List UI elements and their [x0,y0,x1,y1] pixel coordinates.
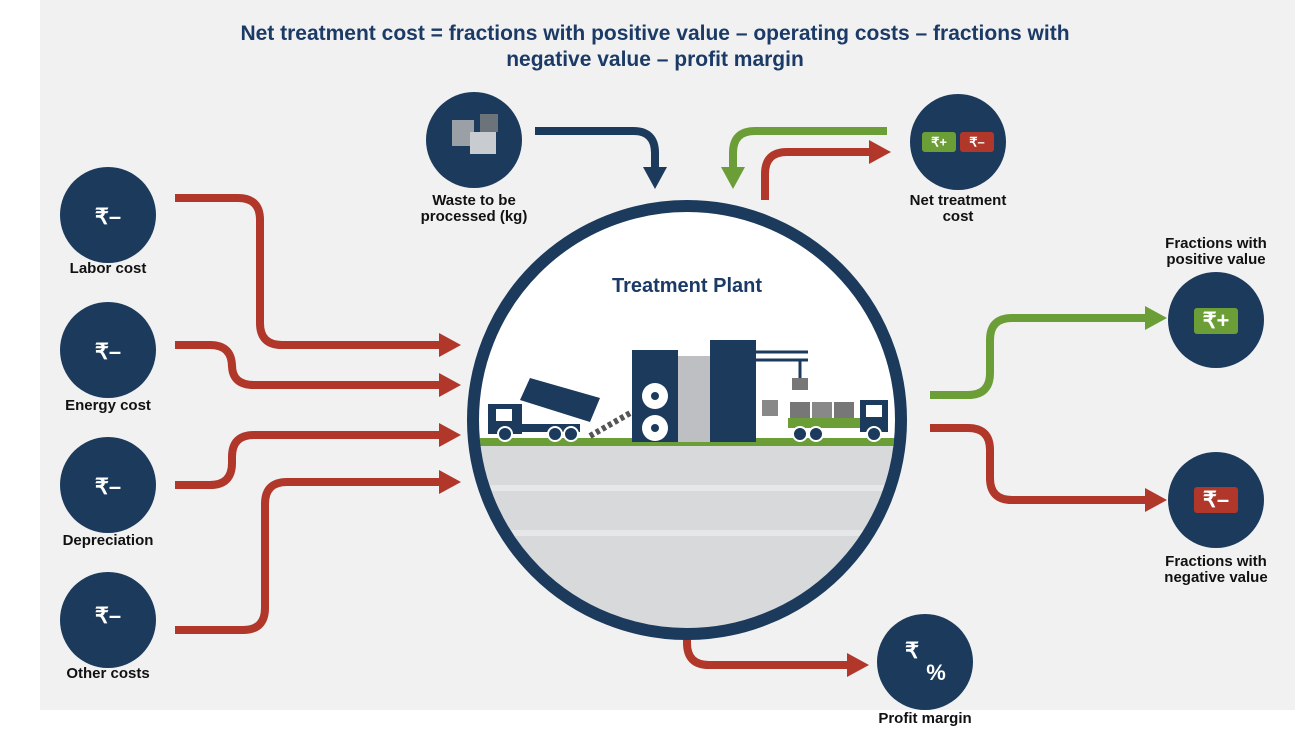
icon-text: ₹– [1203,487,1229,512]
truck-window [496,409,512,421]
node: ₹– Other costs [60,572,156,682]
node: ₹+ ₹– Net treatment cost [910,94,1007,225]
node-label: positive value [1166,251,1265,268]
wheel [793,427,807,441]
title-line: negative value – profit margin [506,48,804,71]
wheel [548,427,562,441]
node: ₹– Depreciation [60,437,156,549]
icon-text: ₹ [905,638,919,663]
waste-item [480,114,498,132]
node-label: processed (kg) [421,208,528,225]
node: Waste to be processed (kg) [421,92,528,225]
node-label: cost [943,208,974,225]
crate [834,402,854,418]
node: ₹– Labor cost [60,167,156,277]
diagram: Net treatment cost = fractions with posi… [0,0,1307,737]
node: ₹– Fractions with negative value [1164,452,1267,586]
roller-hub [651,392,659,400]
building-middle [678,356,710,442]
ground-stripe [470,530,910,536]
crate [792,378,808,390]
node: Fractions with positive value ₹+ [1165,235,1267,368]
icon-text: ₹+ [931,134,947,149]
node-label: Depreciation [63,532,154,549]
node-label: Fractions with [1165,553,1267,570]
truck-window [866,405,882,417]
icon-text: ₹+ [1203,308,1230,333]
plant-label: Treatment Plant [612,275,762,297]
crate [812,402,832,418]
node-label: Waste to be [432,192,516,209]
icon-circle [877,614,973,710]
crate [790,402,810,418]
icon-text: % [926,660,946,685]
icon-text: ₹– [95,474,121,499]
node-label: Other costs [66,665,149,682]
roller-hub [651,424,659,432]
wheel [564,427,578,441]
node: ₹– Energy cost [60,302,156,414]
node-label: Profit margin [878,710,971,727]
icon-text: ₹– [95,603,121,628]
crate [762,400,778,416]
ground-stripe [470,485,910,491]
icon-text: ₹– [95,204,121,229]
wheel [867,427,881,441]
node-label: Labor cost [70,260,147,277]
title-line: Net treatment cost = fractions with posi… [240,22,1069,45]
node-label: Fractions with [1165,235,1267,252]
node-label: negative value [1164,569,1267,586]
building [710,340,756,442]
wheel [809,427,823,441]
icon-text: ₹– [95,339,121,364]
wheel [498,427,512,441]
node-label: Energy cost [65,397,151,414]
waste-item [470,132,496,154]
node-label: Net treatment [910,192,1007,209]
node: ₹ % Profit margin [877,614,973,727]
icon-text: ₹– [969,134,985,149]
